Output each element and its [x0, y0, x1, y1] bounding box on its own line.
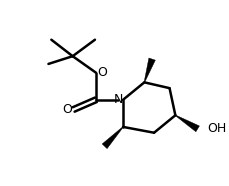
- Text: O: O: [62, 103, 72, 116]
- Text: OH: OH: [207, 122, 226, 135]
- Text: N: N: [114, 93, 123, 106]
- Polygon shape: [102, 127, 123, 149]
- Text: O: O: [97, 66, 107, 79]
- Polygon shape: [144, 58, 155, 82]
- Polygon shape: [175, 115, 199, 132]
